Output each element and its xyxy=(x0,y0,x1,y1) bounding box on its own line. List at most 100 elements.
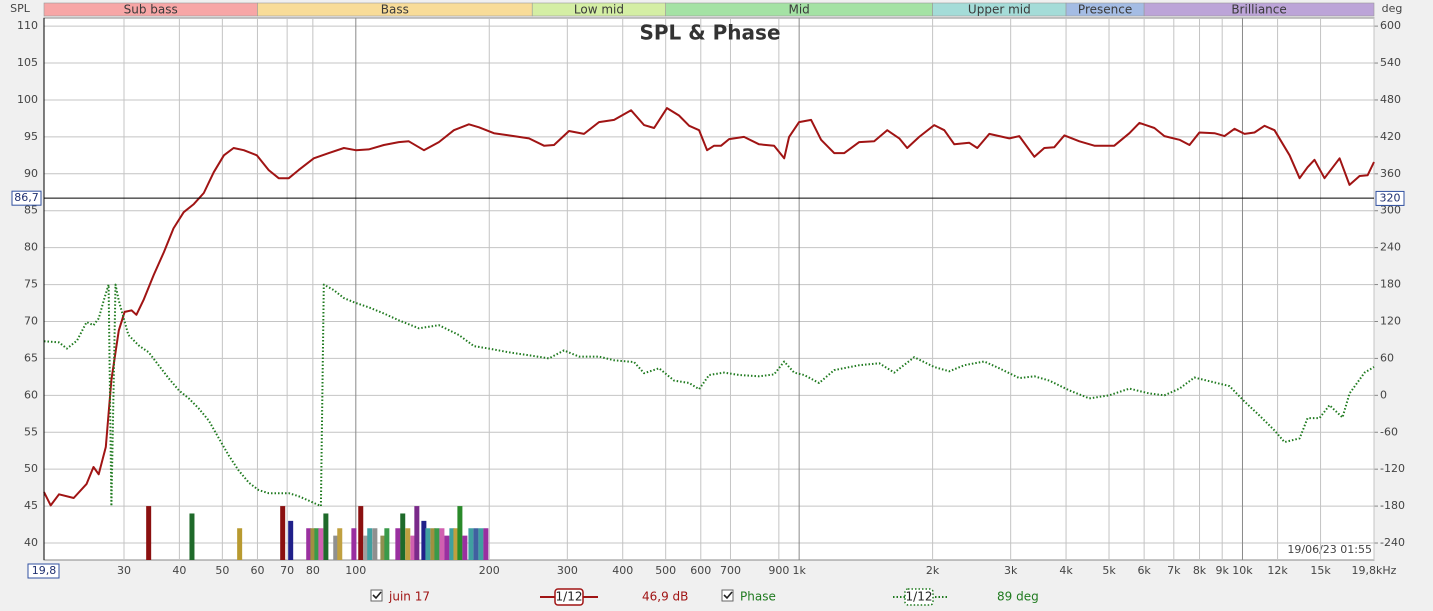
y-tick-label: 75 xyxy=(24,278,38,291)
x-tick-label: 400 xyxy=(612,564,633,577)
y-tick-label: 105 xyxy=(17,56,38,69)
y-tick-label: 110 xyxy=(17,19,38,32)
x-tick-label: 7k xyxy=(1167,564,1181,577)
marker-bar xyxy=(434,528,440,560)
y2-tick-label: -240 xyxy=(1380,536,1405,549)
x-tick-label: 5k xyxy=(1102,564,1116,577)
marker-bar xyxy=(453,528,459,560)
y-tick-label: 80 xyxy=(24,241,38,254)
marker-bar xyxy=(405,528,411,560)
y2-tick-label: 240 xyxy=(1380,241,1401,254)
y2-tick-label: 300 xyxy=(1380,204,1401,217)
y-axis-label: SPL xyxy=(10,2,31,15)
chart-title: SPL & Phase xyxy=(639,21,780,45)
legend-entry: juin 17 xyxy=(388,590,430,604)
y-tick-label: 55 xyxy=(24,425,38,438)
plot-area xyxy=(43,17,1375,561)
y2-tick-label: 420 xyxy=(1380,130,1401,143)
legend-smoothing-box xyxy=(554,588,584,606)
band-label: Brilliance xyxy=(1231,3,1286,17)
marker-bar xyxy=(351,528,357,560)
x-tick-label: 50 xyxy=(215,564,229,577)
y-tick-label: 40 xyxy=(24,536,38,549)
y2-tick-label: 120 xyxy=(1380,314,1401,327)
marker-bar xyxy=(372,528,378,560)
x-tick-label: 70 xyxy=(280,564,294,577)
marker-bar xyxy=(333,535,339,560)
x-tick-label: 6k xyxy=(1137,564,1151,577)
marker-bar xyxy=(478,528,484,560)
marker-bar xyxy=(310,528,316,560)
y-tick-label: 95 xyxy=(24,130,38,143)
checkbox[interactable] xyxy=(370,589,383,602)
marker-bar xyxy=(414,506,420,560)
marker-bar xyxy=(430,528,436,560)
marker-bar xyxy=(410,535,416,560)
y-tick-label: 45 xyxy=(24,499,38,512)
marker-bar xyxy=(358,506,364,560)
marker-bar xyxy=(237,528,243,560)
x-tick-label: 4k xyxy=(1059,564,1073,577)
marker-bar xyxy=(421,520,427,560)
x-tick-label: 30 xyxy=(117,564,131,577)
band-label: Bass xyxy=(381,3,409,17)
marker-bar xyxy=(395,528,401,560)
x-tick-label: 2k xyxy=(926,564,940,577)
y-tick-label: 85 xyxy=(24,204,38,217)
band-label: Mid xyxy=(788,3,809,17)
x-tick-label: 700 xyxy=(720,564,741,577)
marker-bar xyxy=(380,535,386,560)
band xyxy=(1143,2,1375,17)
legend-smoothing: 1/12 xyxy=(906,590,933,604)
marker-bar xyxy=(483,528,489,560)
band-label: Presence xyxy=(1078,3,1132,17)
legend-readout: 89 deg xyxy=(997,590,1039,604)
marker-bar xyxy=(473,528,479,560)
x-tick-label: 40 xyxy=(172,564,186,577)
y-tick-label: 100 xyxy=(17,93,38,106)
marker-bar xyxy=(288,520,294,560)
marker-bar xyxy=(318,528,324,560)
band-label: Upper mid xyxy=(968,3,1031,17)
marker-bar xyxy=(280,506,286,560)
legend-smoothing-box xyxy=(904,588,934,606)
y2-tick-label: 360 xyxy=(1380,167,1401,180)
check-mark xyxy=(723,591,733,600)
y2-tick-label: 180 xyxy=(1380,278,1401,291)
marker-bar xyxy=(306,528,312,560)
marker-bar xyxy=(425,528,431,560)
y-tick-label: 90 xyxy=(24,167,38,180)
x-tick-label: 12k xyxy=(1267,564,1288,577)
x-tick-label: 900 xyxy=(768,564,789,577)
y2-tick-label: 60 xyxy=(1380,351,1394,364)
legend-smoothing: 1/12 xyxy=(556,590,583,604)
x-tick-label: 1k xyxy=(792,564,806,577)
marker-bar xyxy=(189,513,195,560)
y-tick-label: 65 xyxy=(24,351,38,364)
x-tick-label: 300 xyxy=(557,564,578,577)
y-tick-label: 60 xyxy=(24,388,38,401)
series-line xyxy=(43,283,1375,508)
cursor-label-box xyxy=(27,563,60,579)
x-tick-label: 200 xyxy=(479,564,500,577)
marker-bar xyxy=(367,528,373,560)
y2-tick-label: 480 xyxy=(1380,93,1401,106)
cursor-x-label: 19,8 xyxy=(32,564,57,577)
x-tick-label: 3k xyxy=(1004,564,1018,577)
y-tick-label: 70 xyxy=(24,314,38,327)
marker-bar xyxy=(337,528,343,560)
checkbox[interactable] xyxy=(721,589,734,602)
marker-bar xyxy=(468,528,474,560)
band-label: Low mid xyxy=(574,3,624,17)
marker-bar xyxy=(363,535,369,560)
y2-tick-label: 540 xyxy=(1380,56,1401,69)
marker-bar xyxy=(439,528,445,560)
y2-axis-label: deg xyxy=(1382,2,1403,15)
marker-bar xyxy=(457,506,463,560)
series-line xyxy=(43,107,1375,507)
x-tick-label: 600 xyxy=(690,564,711,577)
y2-tick-label: -180 xyxy=(1380,499,1405,512)
y2-tick-label: 0 xyxy=(1380,388,1387,401)
cursor-y2-label: 320 xyxy=(1380,191,1401,204)
marker-bar xyxy=(462,535,468,560)
